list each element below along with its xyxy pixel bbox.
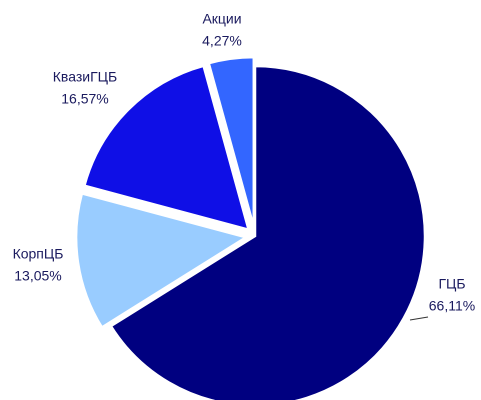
slice-value-label: 66,11% [429, 298, 475, 314]
pie-slice [207, 55, 256, 228]
slice-label: ГЦБ [438, 276, 465, 292]
slice-label: КорпЦБ [13, 246, 64, 262]
pie-slice [109, 64, 427, 400]
slice-label: Акции [202, 11, 241, 27]
slice-value-label: 13,05% [14, 268, 61, 284]
slice-label: КвазиГЦБ [53, 69, 117, 85]
pie-slice [74, 191, 250, 330]
pie-slice [82, 64, 251, 232]
slice-value-label: 16,57% [61, 91, 108, 107]
slice-value-label: 4,27% [202, 33, 242, 49]
leader-line [409, 316, 429, 321]
